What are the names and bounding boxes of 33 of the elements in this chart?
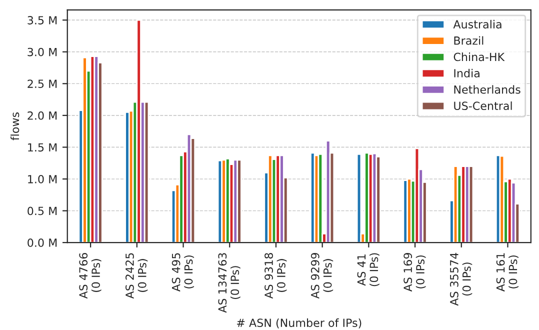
- y-tick-label: 3.5 M: [28, 16, 57, 24]
- x-tick-label: AS 2425 (0 IPs): [126, 253, 148, 299]
- x-tick-label: AS 495 (0 IPs): [172, 253, 194, 292]
- x-tick-label: AS 9318 (0 IPs): [264, 253, 287, 299]
- x-tick-label: AS 9299 (0 IPs): [310, 253, 334, 299]
- bar: [190, 138, 196, 243]
- x-tick-label: AS 161 (0 IPs): [496, 253, 518, 292]
- bar: [468, 166, 474, 243]
- bar: [318, 154, 324, 243]
- legend-label: Australia: [453, 20, 502, 28]
- y-tick-label: 1.0 M: [28, 174, 57, 184]
- legend-label: India: [454, 68, 480, 78]
- y-tick-label: 0.0 M: [28, 238, 57, 247]
- bar: [144, 101, 150, 243]
- y-tick-label: 3.0 M: [28, 48, 57, 56]
- bar: [376, 156, 381, 243]
- bar: [356, 154, 362, 243]
- y-axis-title: flows: [10, 112, 20, 140]
- y-tick-label: 2.5 M: [28, 80, 57, 88]
- legend-label: Brazil: [454, 36, 484, 45]
- x-tick-label: AS 35574 (0 IPs): [450, 252, 472, 306]
- y-tick-label: 1.5 M: [28, 143, 57, 152]
- x-tick-label: AS 41 (0 IPs): [357, 253, 380, 286]
- x-tick-label: AS 4766 (0 IPs): [79, 252, 102, 299]
- y-tick-label: 2.0 M: [28, 111, 57, 120]
- x-tick-label: AS 134763 (0 IPs): [218, 253, 240, 313]
- legend-label: China-HK: [454, 52, 505, 62]
- x-tick-label: AS 169 (0 IPs): [404, 253, 426, 292]
- bar: [236, 159, 242, 243]
- legend-label: Netherlands: [454, 85, 520, 94]
- legend-label: US-Central: [454, 101, 512, 110]
- x-axis-title: # ASN (Number of IPs): [237, 318, 362, 328]
- y-tick-label: 0.5 M: [28, 206, 57, 216]
